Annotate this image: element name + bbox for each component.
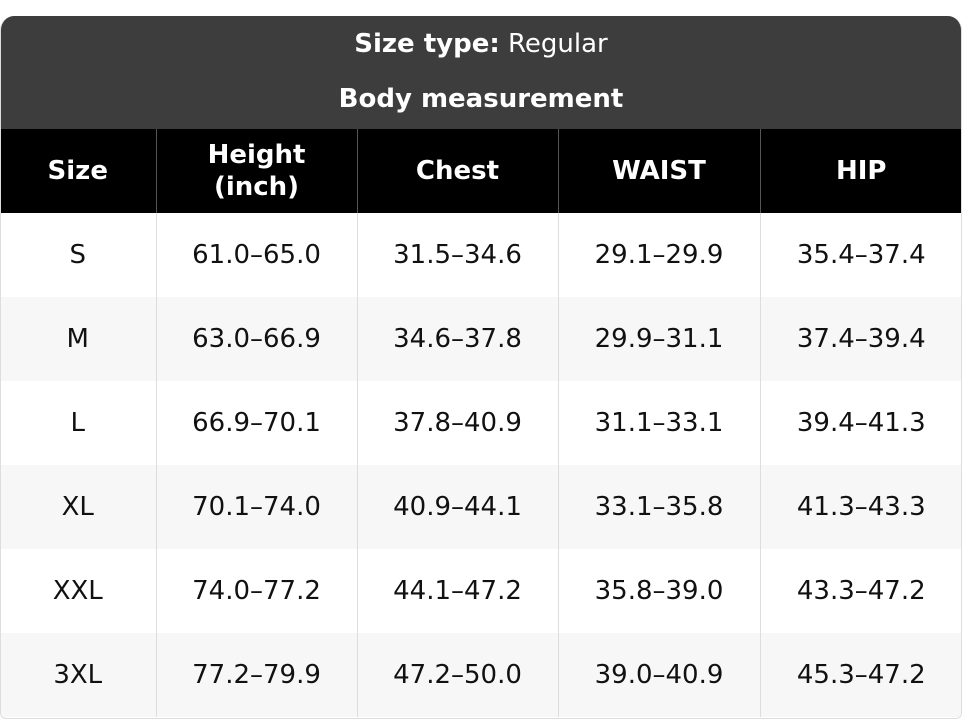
column-header: Chest bbox=[356, 129, 558, 213]
table-cell: 40.9–44.1 bbox=[356, 465, 558, 549]
column-header-text: HIP bbox=[836, 156, 887, 186]
table-cell: 33.1–35.8 bbox=[557, 465, 760, 549]
table-cell: 44.1–47.2 bbox=[356, 549, 558, 633]
header-row: Size Height (inch) Chest WAIST HIP bbox=[1, 129, 961, 213]
table-cell: XL bbox=[1, 465, 156, 549]
table-cell: 34.6–37.8 bbox=[356, 297, 558, 381]
size-table: Size Height (inch) Chest WAIST HIP S 61.0–65.… bbox=[1, 129, 961, 717]
column-header: Height (inch) bbox=[155, 129, 357, 213]
table-body: S 61.0–65.0 31.5–34.6 29.1–29.9 35.4–37.4 M 63… bbox=[1, 213, 961, 717]
table-row: 3XL 77.2–79.9 47.2–50.0 39.0–40.9 45.3–47.2 bbox=[1, 633, 961, 717]
table-cell: S bbox=[69, 240, 86, 270]
table-cell: 39.4–41.3 bbox=[759, 381, 961, 465]
table-cell: 66.9–70.1 bbox=[155, 381, 357, 465]
table-cell: 61.0–65.0 bbox=[155, 213, 357, 297]
table-cell: L bbox=[70, 408, 86, 438]
table-cell: 77.2–79.9 bbox=[155, 633, 357, 717]
column-header-text: Height (inch) bbox=[207, 140, 306, 202]
column-header-text: Chest bbox=[415, 156, 500, 186]
table-cell: 45.3–47.2 bbox=[759, 633, 961, 717]
table-cell: 35.4–37.4 bbox=[759, 213, 961, 297]
table-cell: 29.1–29.9 bbox=[557, 213, 760, 297]
column-header-text: Size bbox=[47, 156, 108, 186]
chart-header: Size type: Regular Body measurement bbox=[1, 16, 961, 129]
table-cell: 41.3–43.3 bbox=[759, 465, 961, 549]
table-cell: XXL bbox=[52, 576, 103, 606]
table-cell: 3XL bbox=[1, 633, 156, 717]
size-type-value: Regular bbox=[508, 29, 608, 59]
column-header: WAIST bbox=[557, 129, 760, 213]
column-header: Size bbox=[1, 129, 156, 213]
table-cell: 47.2–50.0 bbox=[356, 633, 558, 717]
table-cell: 29.9–31.1 bbox=[557, 297, 760, 381]
table-cell: 31.1–33.1 bbox=[557, 381, 760, 465]
size-type-label: Size type: bbox=[354, 29, 500, 59]
table-row: XL 70.1–74.0 40.9–44.1 33.1–35.8 41.3–43.3 bbox=[1, 465, 961, 549]
table-cell: 70.1–74.0 bbox=[155, 465, 357, 549]
table-cell: 35.8–39.0 bbox=[557, 549, 760, 633]
column-header-text: WAIST bbox=[612, 156, 706, 186]
table-row: XXL 74.0–77.2 44.1–47.2 35.8–39.0 43.3–47.2 bbox=[1, 549, 961, 633]
size-type: Size type: Regular bbox=[1, 16, 961, 72]
size-chart: Size type: Regular Body measurement Size… bbox=[0, 16, 962, 719]
column-header: HIP bbox=[759, 129, 961, 213]
table-cell: 43.3–47.2 bbox=[759, 549, 961, 633]
table-cell: 74.0–77.2 bbox=[155, 549, 357, 633]
table-cell: 37.4–39.4 bbox=[759, 297, 961, 381]
table-cell: 39.0–40.9 bbox=[557, 633, 760, 717]
table-cell: 31.5–34.6 bbox=[356, 213, 558, 297]
table-cell: M bbox=[1, 297, 156, 381]
table-row: M 63.0–66.9 34.6–37.8 29.9–31.1 37.4–39.4 bbox=[1, 297, 961, 381]
table-row: L 66.9–70.1 37.8–40.9 31.1–33.1 39.4–41.3 bbox=[1, 381, 961, 465]
table-cell: 63.0–66.9 bbox=[155, 297, 357, 381]
table-cell: 37.8–40.9 bbox=[356, 381, 558, 465]
subtitle: Body measurement bbox=[338, 84, 624, 114]
table-row: S 61.0–65.0 31.5–34.6 29.1–29.9 35.4–37.4 bbox=[1, 213, 961, 297]
